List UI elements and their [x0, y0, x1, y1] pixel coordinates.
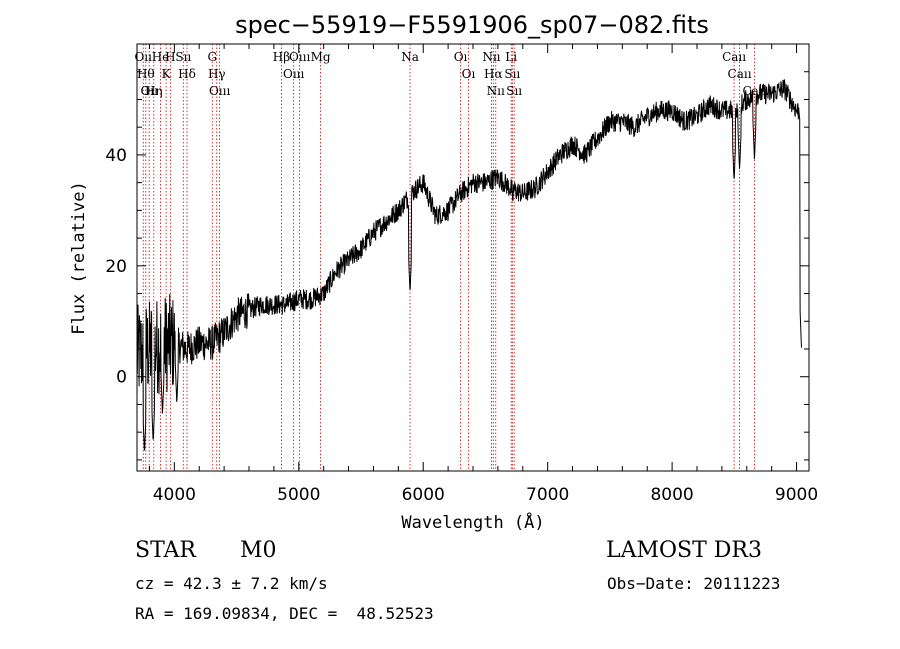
- chart-title: spec−55919−F5591906_sp07−082.fits: [235, 11, 709, 39]
- survey-name: LAMOST DR3: [606, 538, 762, 563]
- y-tick-label: 0: [116, 368, 127, 388]
- object-subclass: M0: [240, 538, 277, 563]
- obs-date-text: Obs−Date: 20111223: [607, 574, 781, 593]
- line-label: K: [162, 67, 172, 81]
- line-label: Hδ: [178, 67, 196, 81]
- line-label: Hθ: [137, 67, 155, 81]
- line-label: Hη: [145, 84, 163, 98]
- line-label: Oıı: [140, 84, 158, 98]
- line-label: Oıı: [134, 50, 152, 64]
- x-tick-label: 7000: [526, 485, 569, 505]
- redshift-text: cz = 42.3 ± 7.2 km/s: [135, 574, 328, 593]
- line-label: Nıı: [487, 84, 505, 98]
- line-label: Hβ: [273, 50, 290, 64]
- line-label: Oı: [462, 67, 476, 81]
- x-axis-ticks: 4000 5000 6000 7000 8000 9000: [148, 44, 818, 505]
- y-tick-label: 40: [105, 146, 127, 166]
- line-label: Na: [401, 50, 419, 64]
- line-label: Li: [505, 50, 517, 64]
- line-label: Nıı: [482, 50, 500, 64]
- x-axis-label: Wavelength (Å): [401, 511, 544, 533]
- line-label: Oııı: [289, 50, 311, 64]
- line-label: Caıı: [728, 67, 752, 81]
- x-tick-label: 4000: [153, 485, 196, 505]
- x-tick-label: 9000: [775, 485, 818, 505]
- line-label: Sıı: [506, 84, 522, 98]
- line-label: He: [152, 50, 170, 64]
- x-tick-label: 6000: [402, 485, 445, 505]
- object-class: STAR: [135, 538, 196, 563]
- line-label: Oııı: [209, 84, 231, 98]
- flux-series: [136, 78, 802, 451]
- coords-text: RA = 169.09834, DEC = 48.52523: [135, 604, 434, 623]
- line-label: G: [207, 50, 217, 64]
- line-label: Oııı: [283, 67, 305, 81]
- line-label: Sıı: [504, 67, 520, 81]
- line-label: Hα: [484, 67, 503, 81]
- y-tick-label: 20: [105, 257, 127, 277]
- line-label: Caıı: [722, 50, 746, 64]
- y-axis-ticks: 0 20 40: [105, 71, 809, 461]
- line-markers: [142, 44, 755, 471]
- line-label: Mg: [311, 50, 331, 64]
- x-tick-label: 8000: [650, 485, 693, 505]
- x-tick-label: 5000: [277, 485, 320, 505]
- y-axis-label: Flux (relative): [69, 181, 89, 335]
- line-label: Sıı: [175, 50, 191, 64]
- spectrum: [136, 78, 802, 451]
- line-label: H: [165, 50, 175, 64]
- line-label: Oı: [454, 50, 468, 64]
- line-label: Hγ: [208, 67, 226, 81]
